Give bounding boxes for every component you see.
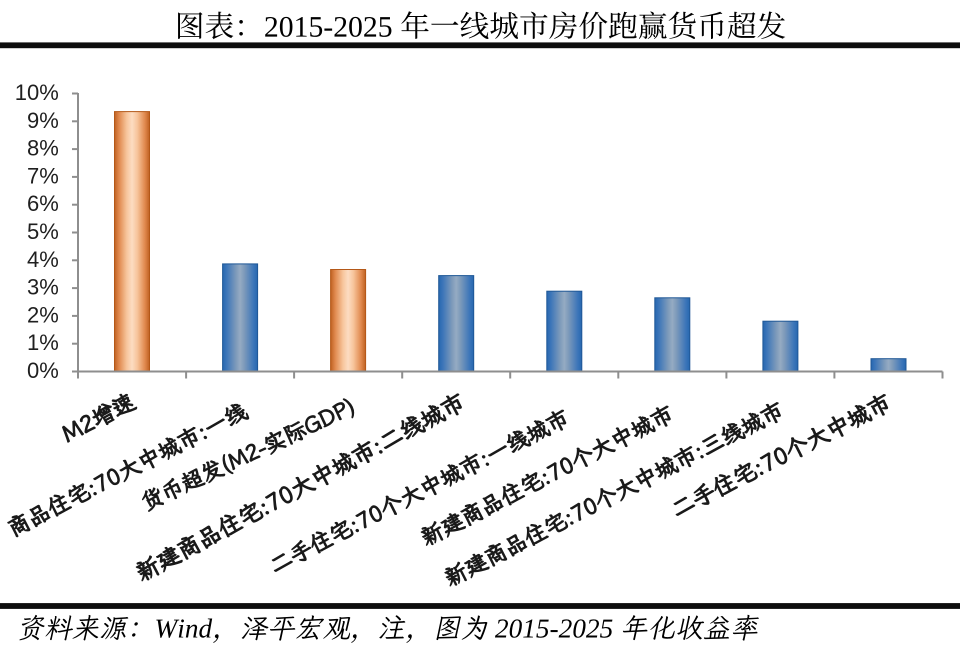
svg-text:2%: 2% xyxy=(27,302,59,327)
svg-text:6%: 6% xyxy=(27,191,59,216)
svg-text:3%: 3% xyxy=(27,275,59,300)
svg-text:10%: 10% xyxy=(15,80,59,105)
svg-text:7%: 7% xyxy=(27,163,59,188)
svg-text:8%: 8% xyxy=(27,136,59,161)
svg-text:0%: 0% xyxy=(27,358,59,383)
svg-text:4%: 4% xyxy=(27,247,59,272)
svg-text:5%: 5% xyxy=(27,219,59,244)
svg-text:9%: 9% xyxy=(27,108,59,133)
svg-text:1%: 1% xyxy=(27,330,59,355)
